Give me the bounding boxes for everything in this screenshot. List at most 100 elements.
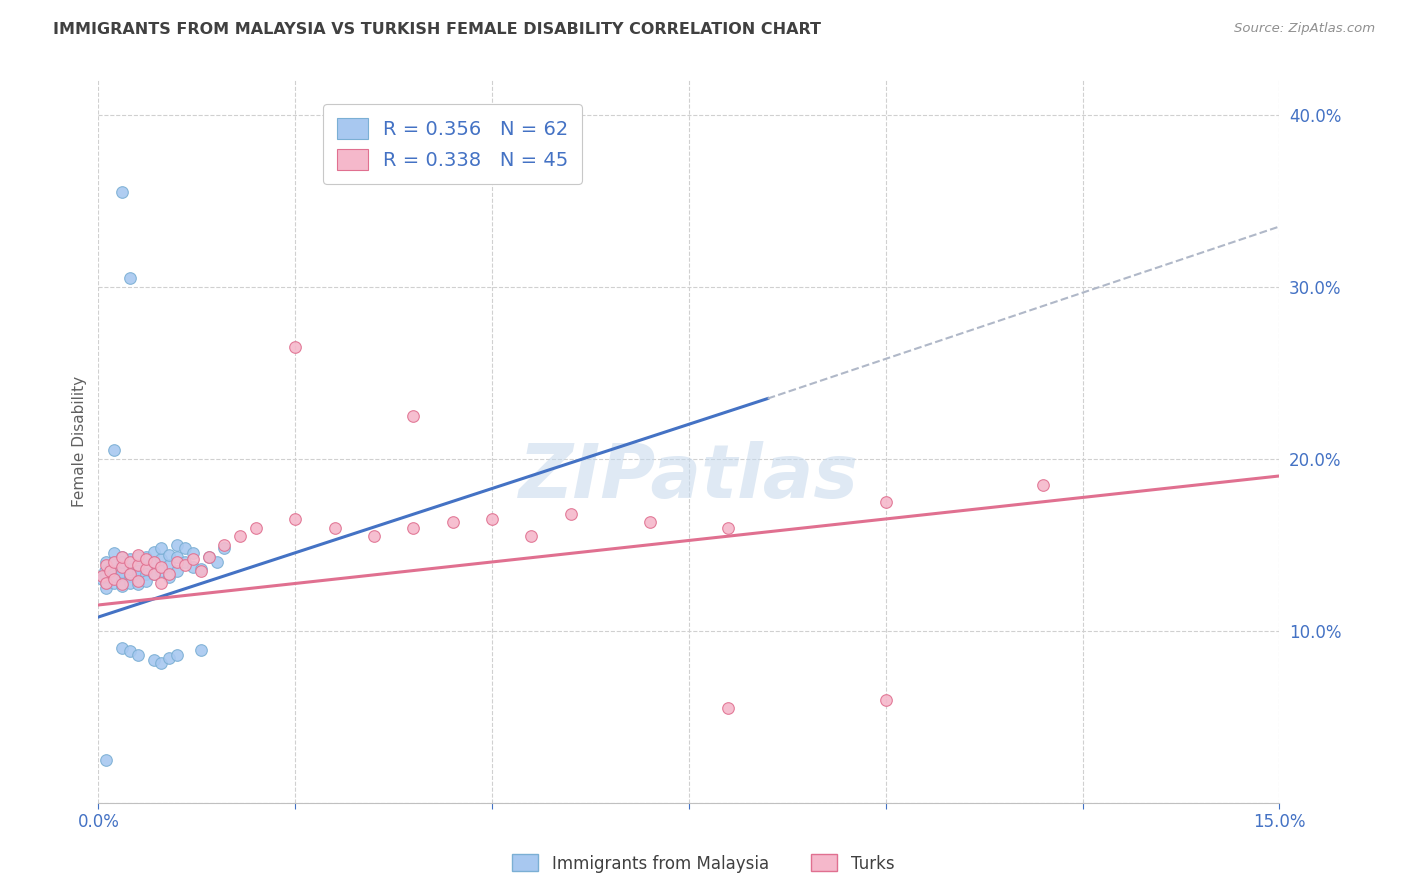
Point xyxy=(93,564,115,578)
Point xyxy=(111,560,134,574)
Point xyxy=(174,541,197,556)
Point xyxy=(166,564,188,578)
Text: Source: ZipAtlas.com: Source: ZipAtlas.com xyxy=(1234,22,1375,36)
Point xyxy=(875,494,897,508)
Point xyxy=(181,551,204,566)
Point xyxy=(118,551,141,566)
Point xyxy=(520,529,543,543)
Point xyxy=(1032,477,1054,491)
Point xyxy=(142,555,165,569)
Point xyxy=(96,575,118,590)
Point xyxy=(135,551,157,566)
Point xyxy=(197,549,219,564)
Point xyxy=(166,648,188,662)
Point xyxy=(118,644,141,658)
Point xyxy=(127,558,149,573)
Point xyxy=(190,642,212,657)
Point xyxy=(190,562,212,576)
Legend: R = 0.356   N = 62, R = 0.338   N = 45: R = 0.356 N = 62, R = 0.338 N = 45 xyxy=(323,104,582,184)
Point xyxy=(142,653,165,667)
Point xyxy=(197,549,219,564)
Point xyxy=(96,568,118,582)
Point xyxy=(142,567,165,582)
Point xyxy=(402,409,425,423)
Point xyxy=(118,567,141,582)
Point xyxy=(111,572,134,586)
Point xyxy=(96,581,118,595)
Point xyxy=(135,549,157,564)
Point xyxy=(96,555,118,569)
Point xyxy=(481,512,503,526)
Point xyxy=(118,562,141,576)
Point xyxy=(135,574,157,588)
Point xyxy=(284,512,307,526)
Point xyxy=(127,548,149,562)
Point xyxy=(214,541,236,556)
Point xyxy=(142,544,165,558)
Point xyxy=(96,558,118,573)
Point xyxy=(150,541,173,556)
Point xyxy=(875,692,897,706)
Point xyxy=(284,340,307,354)
Point xyxy=(166,538,188,552)
Point xyxy=(111,640,134,655)
Point xyxy=(323,520,346,534)
Point xyxy=(118,568,141,582)
Point xyxy=(103,555,125,569)
Point xyxy=(111,549,134,564)
Point xyxy=(118,555,141,569)
Point xyxy=(441,516,464,530)
Point xyxy=(91,568,114,582)
Point xyxy=(190,564,212,578)
Point xyxy=(127,648,149,662)
Point xyxy=(638,516,661,530)
Point xyxy=(111,566,134,580)
Text: ZIPatlas: ZIPatlas xyxy=(519,442,859,514)
Point xyxy=(150,564,173,578)
Point xyxy=(142,567,165,582)
Point xyxy=(181,560,204,574)
Point xyxy=(127,549,149,564)
Point xyxy=(103,443,125,458)
Y-axis label: Female Disability: Female Disability xyxy=(72,376,87,508)
Point xyxy=(96,575,118,590)
Point xyxy=(174,558,197,573)
Point xyxy=(96,753,118,767)
Point xyxy=(118,560,141,574)
Point xyxy=(91,572,114,586)
Point xyxy=(111,555,134,569)
Point xyxy=(157,548,180,562)
Point xyxy=(402,520,425,534)
Point xyxy=(150,575,173,590)
Point xyxy=(157,570,180,584)
Point xyxy=(103,546,125,560)
Point xyxy=(127,558,149,573)
Point xyxy=(214,538,236,552)
Point xyxy=(103,564,125,578)
Point xyxy=(98,564,121,578)
Point xyxy=(245,520,267,534)
Point xyxy=(157,651,180,665)
Point xyxy=(181,546,204,560)
Point xyxy=(150,560,173,574)
Point xyxy=(118,271,141,285)
Point xyxy=(166,549,188,564)
Point xyxy=(135,558,157,573)
Point xyxy=(174,555,197,569)
Point xyxy=(127,577,149,591)
Point xyxy=(205,555,228,569)
Point xyxy=(229,529,252,543)
Point xyxy=(157,558,180,573)
Point xyxy=(103,572,125,586)
Point xyxy=(166,555,188,569)
Point xyxy=(135,562,157,576)
Point xyxy=(103,568,125,582)
Point xyxy=(127,564,149,578)
Point xyxy=(717,701,740,715)
Point xyxy=(118,575,141,590)
Point xyxy=(150,657,173,671)
Point xyxy=(560,507,582,521)
Point xyxy=(127,574,149,588)
Point xyxy=(111,558,134,573)
Text: IMMIGRANTS FROM MALAYSIA VS TURKISH FEMALE DISABILITY CORRELATION CHART: IMMIGRANTS FROM MALAYSIA VS TURKISH FEMA… xyxy=(53,22,821,37)
